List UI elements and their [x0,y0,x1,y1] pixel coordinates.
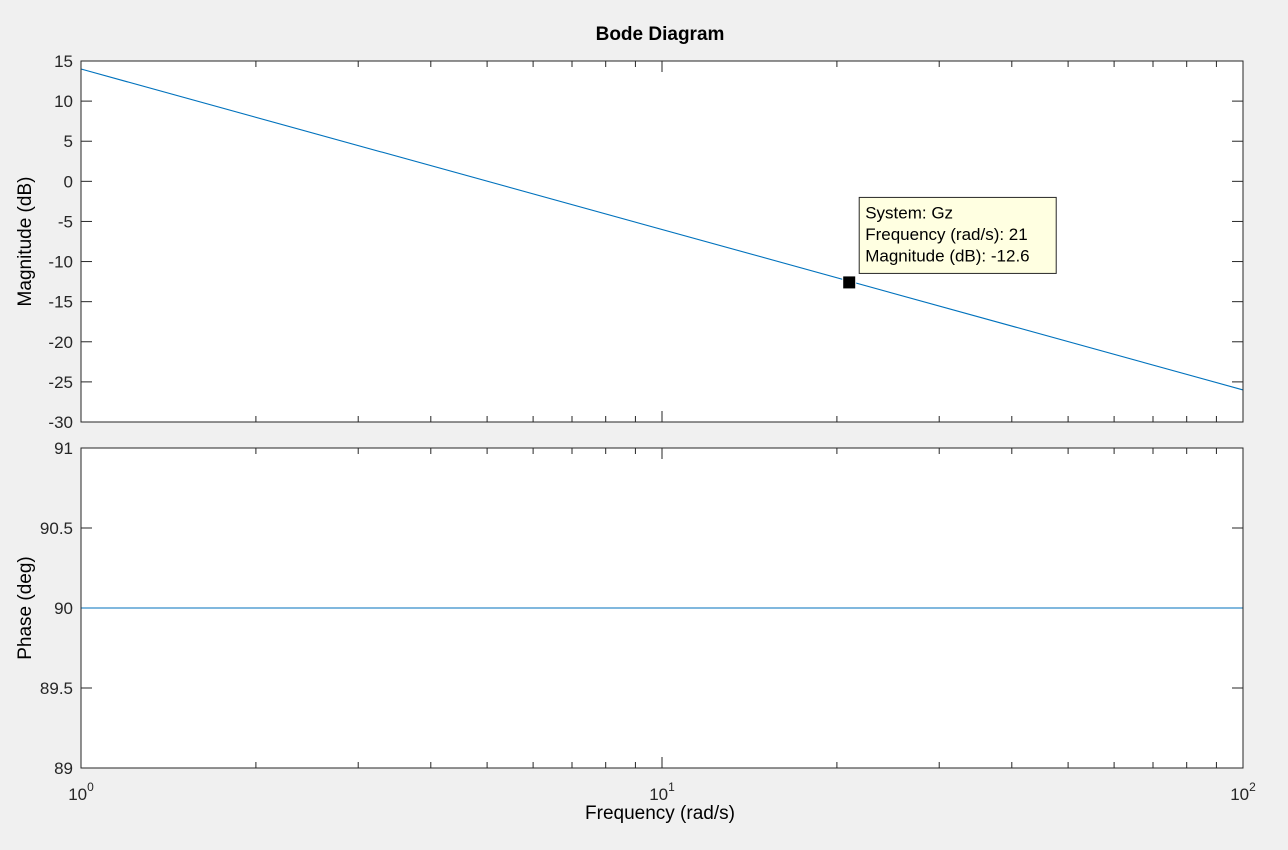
magnitude-ytick-label: -30 [48,413,73,432]
magnitude-axes[interactable]: 15 10 5 0 -5 -10 -15 -20 -25 -30 Magnitude (dB) Sys… [15,52,1244,432]
datatip-marker[interactable] [842,275,857,290]
magnitude-ytick-label: 5 [64,132,73,151]
datatip[interactable]: System: Gz Frequency (rad/s): 21 Magnitude… [858,196,1057,274]
magnitude-ytick-label: -15 [48,293,73,312]
phase-ylabel: Phase (deg) [15,556,36,660]
xtick-label: 102 [1230,780,1256,804]
magnitude-axes-border [80,60,1244,423]
x-axis-tick-labels: 100 101 102 [68,780,1256,804]
datatip-line: Frequency (rad/s): 21 [865,225,1028,244]
magnitude-plot-area[interactable] [81,61,1243,422]
magnitude-ytick-label: 15 [54,52,73,71]
phase-axes-border [80,447,1244,769]
phase-axes[interactable]: 91 90.5 90 89.5 89 Phase (deg) [15,439,1244,778]
magnitude-ytick-label: -20 [48,333,73,352]
magnitude-ylabel: Magnitude (dB) [15,177,36,307]
datatip-box [858,196,1057,274]
magnitude-ytick-label: -25 [48,373,73,392]
x-axis-label: Frequency (rad/s) [585,803,735,824]
phase-ytick-label: 89 [54,759,73,778]
datatip-line: Magnitude (dB): -12.6 [865,246,1029,265]
xtick-label: 100 [68,780,94,804]
chart-title: Bode Diagram [596,24,725,45]
phase-ytick-label: 90.5 [40,519,73,538]
magnitude-ytick-label: -5 [58,212,73,231]
xtick-label: 101 [649,780,675,804]
magnitude-ytick-label: 0 [64,172,73,191]
magnitude-ytick-label: -10 [48,253,73,272]
phase-ytick-label: 89.5 [40,679,73,698]
magnitude-response-line[interactable] [80,68,1244,391]
magnitude-ytick-label: 10 [54,92,73,111]
phase-ytick-label: 91 [54,439,73,458]
phase-ytick-label: 90 [54,599,73,618]
datatip-line: System: Gz [865,203,953,222]
